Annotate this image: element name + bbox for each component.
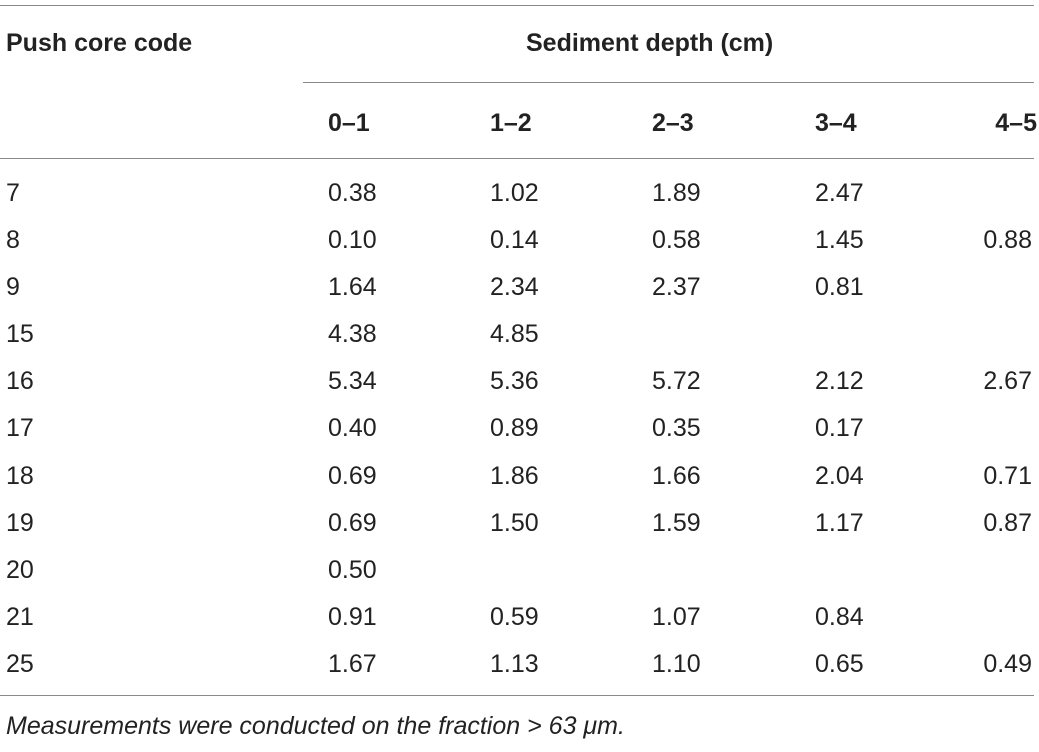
core-code-cell: 15 <box>6 320 34 349</box>
core-code-cell: 17 <box>6 414 34 443</box>
top-rule <box>0 5 1034 6</box>
value-cell: 4.38 <box>328 320 377 349</box>
sediment-depth-header: Sediment depth (cm) <box>526 29 774 57</box>
value-cell: 1.64 <box>328 273 377 302</box>
value-cell: 0.35 <box>652 414 701 443</box>
value-cell: 2.04 <box>815 461 864 490</box>
table-body: 7 0.38 1.02 1.89 2.47 8 0.10 0.14 0.58 1… <box>0 170 1034 688</box>
core-code-cell: 21 <box>6 602 34 631</box>
value-cell: 1.13 <box>490 649 539 678</box>
value-cell: 1.17 <box>815 508 864 537</box>
value-cell: 2.37 <box>652 273 701 302</box>
value-cell: 2.67 <box>983 367 1032 396</box>
value-cell: 0.17 <box>815 414 864 443</box>
core-code-cell: 16 <box>6 367 34 396</box>
value-cell: 5.72 <box>652 367 701 396</box>
table-row: 17 0.40 0.89 0.35 0.17 <box>0 405 1034 452</box>
value-cell: 0.10 <box>328 226 377 255</box>
value-cell: 0.88 <box>983 226 1032 255</box>
depth-column-header: 2–3 <box>652 109 694 137</box>
bottom-rule <box>0 695 1034 696</box>
depth-column-header: 1–2 <box>490 109 532 137</box>
core-code-cell: 20 <box>6 555 34 584</box>
depth-column-header: 4–5 <box>995 109 1037 137</box>
table-row: 16 5.34 5.36 5.72 2.12 2.67 <box>0 358 1034 405</box>
table-row: 21 0.91 0.59 1.07 0.84 <box>0 594 1034 641</box>
table-footnote: Measurements were conducted on the fract… <box>6 712 625 740</box>
value-cell: 0.58 <box>652 226 701 255</box>
value-cell: 5.34 <box>328 367 377 396</box>
value-cell: 0.40 <box>328 414 377 443</box>
value-cell: 0.89 <box>490 414 539 443</box>
core-code-cell: 19 <box>6 508 34 537</box>
value-cell: 0.49 <box>983 649 1032 678</box>
value-cell: 1.89 <box>652 179 701 207</box>
value-cell: 5.36 <box>490 367 539 396</box>
value-cell: 2.47 <box>815 179 864 207</box>
core-code-cell: 18 <box>6 461 34 490</box>
table-row: 18 0.69 1.86 1.66 2.04 0.71 <box>0 453 1034 500</box>
group-header-rule <box>303 82 1034 83</box>
table-row: 19 0.69 1.50 1.59 1.17 0.87 <box>0 500 1034 547</box>
value-cell: 1.45 <box>815 226 864 255</box>
value-cell: 2.34 <box>490 273 539 302</box>
core-code-cell: 9 <box>6 273 20 302</box>
value-cell: 1.10 <box>652 649 701 678</box>
value-cell: 1.86 <box>490 461 539 490</box>
table-row: 7 0.38 1.02 1.89 2.47 <box>0 170 1034 217</box>
value-cell: 0.71 <box>983 461 1032 490</box>
push-core-code-header: Push core code <box>6 29 193 57</box>
value-cell: 0.69 <box>328 508 377 537</box>
table-row: 8 0.10 0.14 0.58 1.45 0.88 <box>0 217 1034 264</box>
header-rule <box>0 158 1034 159</box>
core-code-cell: 25 <box>6 649 34 678</box>
value-cell: 1.67 <box>328 649 377 678</box>
core-code-cell: 8 <box>6 226 20 255</box>
depth-column-header: 0–1 <box>328 109 370 137</box>
table-row: 20 0.50 <box>0 547 1034 594</box>
value-cell: 1.66 <box>652 461 701 490</box>
value-cell: 0.91 <box>328 602 377 631</box>
value-cell: 1.50 <box>490 508 539 537</box>
value-cell: 0.87 <box>983 508 1032 537</box>
value-cell: 0.69 <box>328 461 377 490</box>
table-row: 15 4.38 4.85 <box>0 311 1034 358</box>
value-cell: 2.12 <box>815 367 864 396</box>
value-cell: 0.59 <box>490 602 539 631</box>
value-cell: 4.85 <box>490 320 539 349</box>
table-row: 25 1.67 1.13 1.10 0.65 0.49 <box>0 641 1034 688</box>
value-cell: 1.02 <box>490 179 539 207</box>
value-cell: 0.81 <box>815 273 864 302</box>
value-cell: 0.50 <box>328 555 377 584</box>
value-cell: 1.59 <box>652 508 701 537</box>
value-cell: 1.07 <box>652 602 701 631</box>
core-code-cell: 7 <box>6 179 20 207</box>
value-cell: 0.65 <box>815 649 864 678</box>
value-cell: 0.14 <box>490 226 539 255</box>
depth-column-header: 3–4 <box>815 109 857 137</box>
value-cell: 0.84 <box>815 602 864 631</box>
table-row: 9 1.64 2.34 2.37 0.81 <box>0 264 1034 311</box>
value-cell: 0.38 <box>328 179 377 207</box>
